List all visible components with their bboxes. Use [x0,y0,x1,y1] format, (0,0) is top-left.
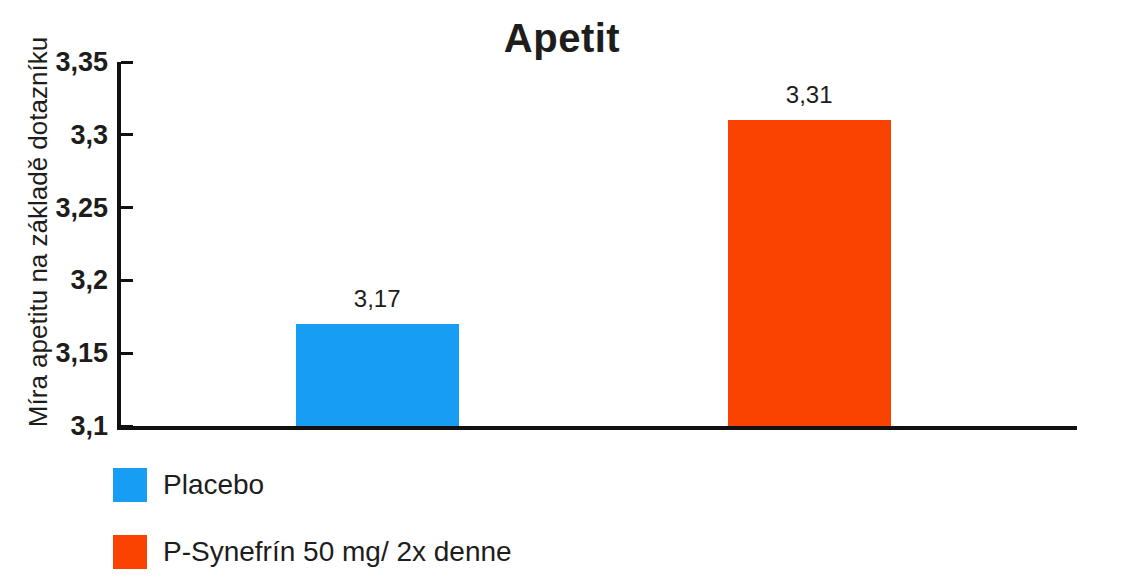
legend-swatch-placebo [113,468,147,502]
bar-value-label: 3,31 [728,82,891,108]
y-axis-line [117,62,121,430]
y-tick-mark [121,425,133,428]
chart-title: Apetit [0,16,1124,61]
y-tick-label: 3,25 [0,192,108,224]
y-tick-label: 3,35 [0,46,108,78]
y-tick-mark [121,352,133,355]
y-tick-mark [121,279,133,282]
y-tick-label: 3,1 [0,410,108,442]
y-tick-mark [121,206,133,209]
legend-label-placebo: Placebo [163,469,264,501]
y-tick-label: 3,15 [0,337,108,369]
legend-swatch-synefrin [113,535,147,569]
bar-placebo [296,324,459,426]
bar-chart: Apetit Míra apetitu na základě dotazníku… [0,0,1124,588]
y-tick-label: 3,2 [0,264,108,296]
y-tick-mark [121,133,133,136]
plot-area [117,62,1077,426]
legend-item-synefrin: P-Synefrín 50 mg/ 2x denne [113,535,512,569]
bar-value-label: 3,17 [296,286,459,312]
x-axis-line [117,426,1077,430]
legend-item-placebo: Placebo [113,468,264,502]
legend-label-synefrin: P-Synefrín 50 mg/ 2x denne [163,536,512,568]
bar-synefrin [728,120,891,426]
y-tick-label: 3,3 [0,119,108,151]
y-tick-mark [121,61,133,64]
